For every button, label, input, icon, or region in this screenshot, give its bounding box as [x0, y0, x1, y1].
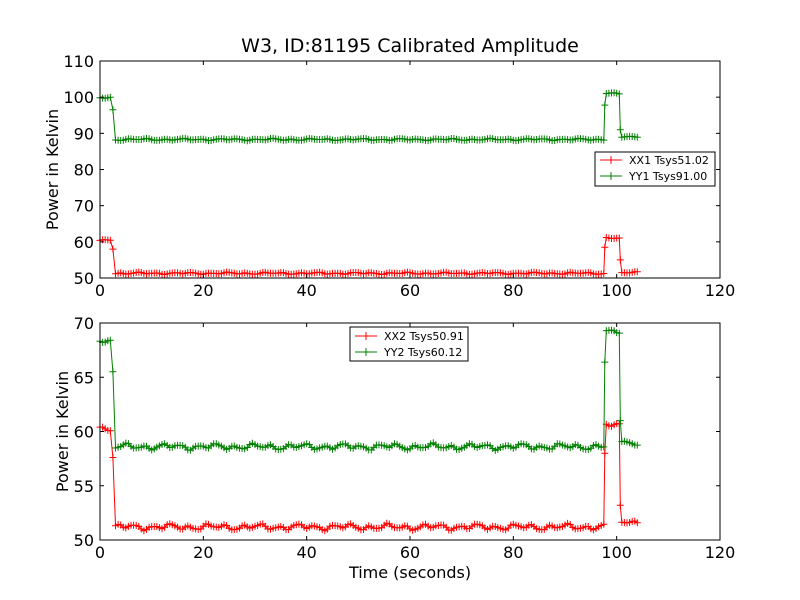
- top-panel: 0 20 40 60 80 100 120 50 60 70 80 90 100 110 Power in…: [43, 52, 735, 300]
- bottom-series-markers-0: [96, 420, 641, 535]
- top-ytick-label: 60: [74, 233, 94, 252]
- top-xtick-label: 40: [296, 281, 316, 300]
- top-xtick-label: 20: [193, 281, 213, 300]
- legend-marker-yy1: [607, 172, 615, 180]
- chart-title: W3, ID:81195 Calibrated Amplitude: [241, 35, 579, 57]
- bottom-xtick-label: 0: [95, 543, 105, 562]
- bottom-ytick-label: 50: [74, 531, 94, 550]
- bottom-axis-ticks: 0 20 40 60 80 100 120 50 55 60 65 70: [74, 314, 736, 562]
- top-series-markers-0: [96, 234, 641, 278]
- legend-marker-xx2: [362, 332, 370, 340]
- top-series-line-1: [99, 92, 638, 142]
- bottom-x-axis-label: Time (seconds): [348, 563, 471, 582]
- bottom-ytick-label: 70: [74, 314, 94, 333]
- top-legend-box: [594, 151, 716, 187]
- top-series-markers-1: [96, 89, 641, 145]
- top-ytick-label: 70: [74, 197, 94, 216]
- legend-label-yy2: YY2 Tsys60.12: [383, 346, 462, 359]
- top-ytick-label: 90: [74, 124, 94, 143]
- bottom-legend-box: [349, 326, 469, 362]
- top-xtick-label: 100: [601, 281, 632, 300]
- bottom-legend: XX2 Tsys50.91 YY2 Tsys60.12: [349, 326, 469, 362]
- top-ytick-label: 80: [74, 161, 94, 180]
- legend-label-yy1: YY1 Tsys91.00: [628, 170, 707, 183]
- top-axis-ticks: 0 20 40 60 80 100 120 50 60 70 80 90 100 110: [63, 52, 735, 300]
- legend-label-xx1: XX1 Tsys51.02: [629, 154, 709, 167]
- bottom-xtick-label: 40: [296, 543, 316, 562]
- top-ytick-label: 100: [63, 88, 94, 107]
- bottom-y-axis-label: Power in Kelvin: [53, 371, 72, 492]
- top-series-line-0: [99, 236, 638, 276]
- top-ytick-label: 50: [74, 269, 94, 288]
- top-xtick-label: 80: [503, 281, 523, 300]
- bottom-panel: 0 20 40 60 80 100 120 50 55 60 65 70 Power in Kelvi…: [53, 314, 735, 582]
- legend-marker-yy2: [362, 348, 370, 356]
- bottom-xtick-label: 100: [601, 543, 632, 562]
- top-series-group: [96, 89, 641, 278]
- top-xtick-label: 60: [400, 281, 420, 300]
- top-legend: XX1 Tsys51.02 YY1 Tsys91.00: [594, 151, 716, 187]
- bottom-ytick-label: 55: [74, 477, 94, 496]
- bottom-xtick-label: 120: [705, 543, 736, 562]
- bottom-xtick-label: 80: [503, 543, 523, 562]
- bottom-xtick-label: 20: [193, 543, 213, 562]
- bottom-series-line-0: [100, 423, 638, 532]
- bottom-ytick-label: 60: [74, 423, 94, 442]
- bottom-ytick-label: 65: [74, 368, 94, 387]
- top-ytick-label: 110: [63, 52, 94, 71]
- top-xtick-label: 0: [95, 281, 105, 300]
- bottom-series-group: [96, 326, 641, 535]
- bottom-xtick-label: 60: [400, 543, 420, 562]
- legend-marker-xx1: [607, 156, 615, 164]
- legend-label-xx2: XX2 Tsys50.91: [384, 330, 464, 343]
- top-xtick-label: 120: [705, 281, 736, 300]
- top-y-axis-label: Power in Kelvin: [43, 109, 62, 230]
